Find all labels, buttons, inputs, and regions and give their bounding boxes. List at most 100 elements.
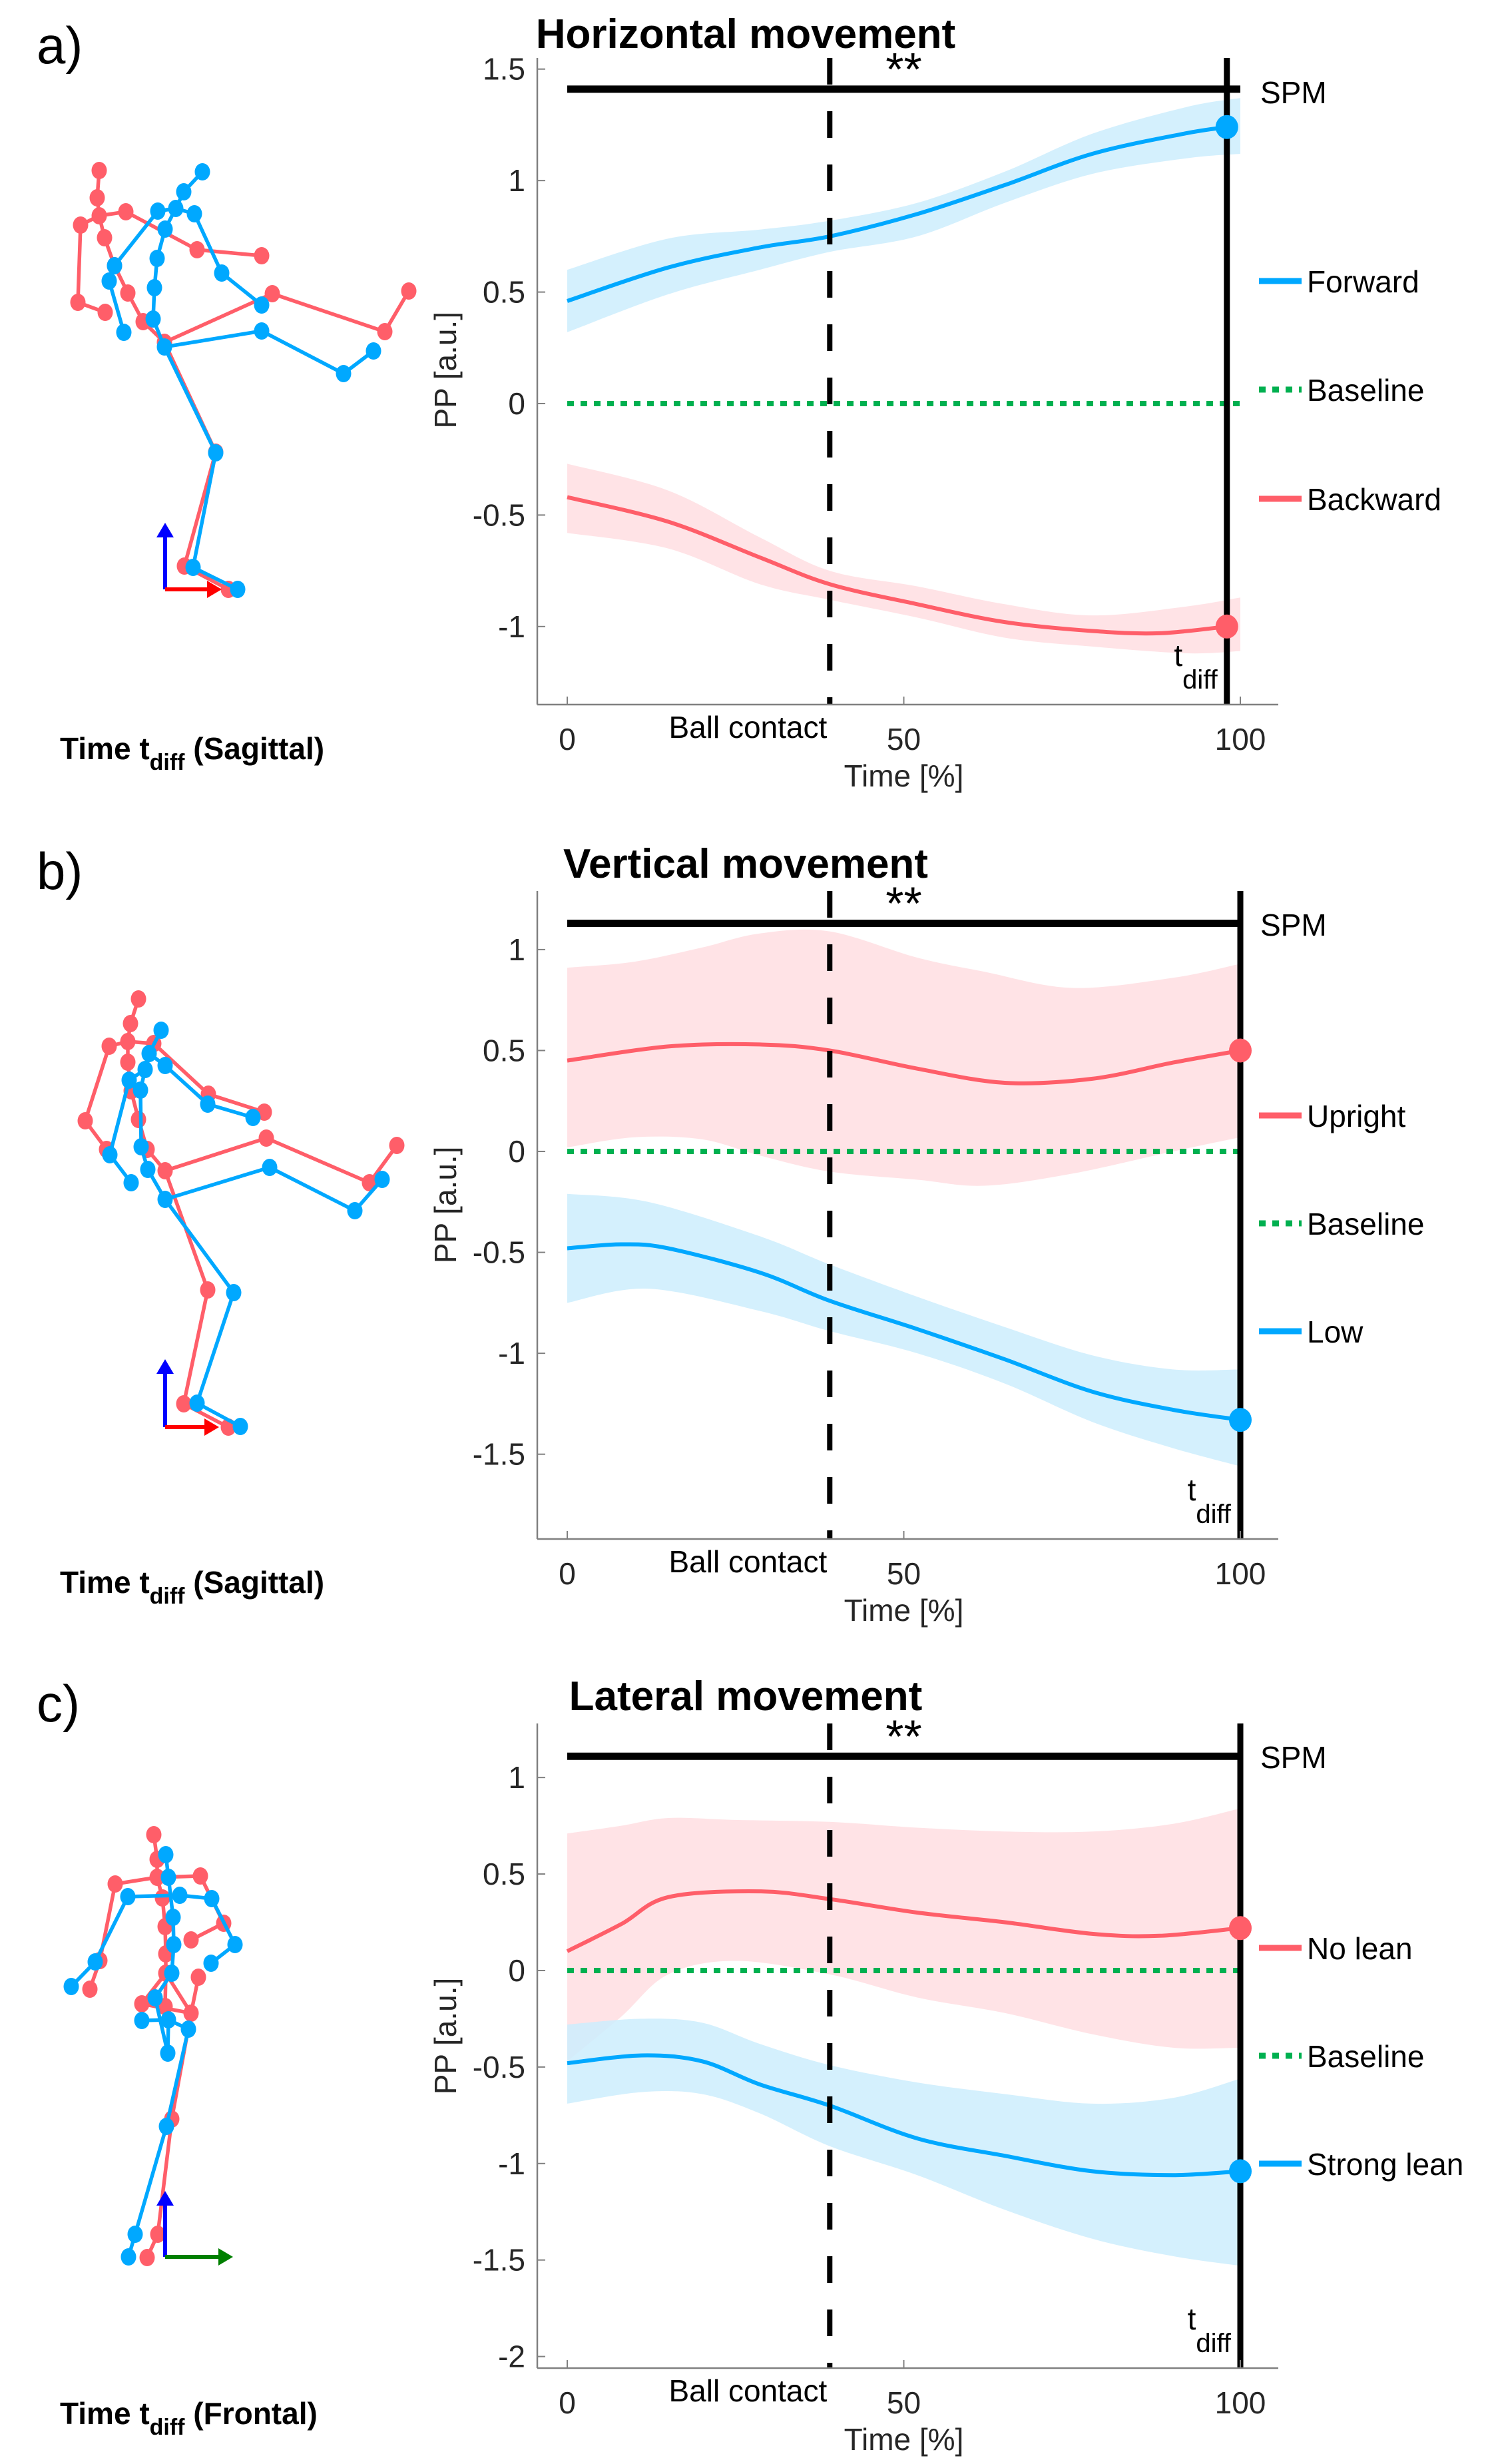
axis-arrow-up-head [156,523,174,537]
tdiff-label-sub: diff [1196,2329,1232,2358]
skeleton-joint [203,1955,219,1972]
legend-label: No lean [1307,1931,1413,1966]
skeleton-bone [126,2028,190,2258]
skeleton-joint [157,220,173,238]
band-low [567,1193,1240,1466]
skeleton-joint [166,1936,182,1953]
skeleton-bone [162,346,239,591]
axis-arrow-right-head [207,581,222,598]
y-tick-label: 0 [508,386,525,421]
tdiff-label-sub: diff [1182,665,1218,695]
skeleton-joint [147,1989,163,2006]
skeleton-joint [127,2226,143,2243]
skeleton-joint [149,1869,165,1886]
skeleton-bone [164,1165,384,1213]
skeleton-bone [164,329,375,376]
axis-arrow-up-head [156,1359,174,1374]
tdiff-marker-upright [1229,1038,1252,1063]
y-axis-label: PP [a.u.] [428,1147,463,1264]
skeleton-joint [77,1112,93,1129]
panel-title: Lateral movement [569,1674,923,1719]
skeleton-joint [156,338,172,356]
skeleton-joint [189,241,205,258]
legend-item: Baseline [1259,1207,1424,1241]
legend-label: Baseline [1307,373,1424,408]
skeleton-joint [91,207,107,224]
skeleton-joint [254,322,270,340]
skeleton-joint [183,2004,199,2022]
caption-subscript: diff [150,1584,186,1609]
x-tick-label: 50 [887,1556,921,1591]
skeleton-joint [204,1890,220,1907]
skeleton-bone [70,1895,130,1988]
skeleton-joint [157,1057,173,1074]
skeleton-red [70,162,417,598]
skeleton-bone [88,1883,117,1990]
panel-letter: b) [37,842,83,900]
skeleton-bone [163,1198,242,1428]
legend-item: Forward [1259,264,1419,299]
legend-label: Forward [1307,264,1419,299]
panel-title: Horizontal movement [536,11,955,57]
spm-label: SPM [1260,908,1327,942]
skeleton-joint [366,342,381,360]
skeleton-joint [160,2044,176,2062]
y-tick-label: 1 [508,163,525,198]
skeleton-joint [227,1936,243,1953]
tdiff-marker-low [1229,1408,1252,1432]
skeleton-joint [377,323,393,340]
legend-label: Baseline [1307,1207,1424,1241]
skeleton-joint [121,1072,137,1089]
series-line-strong-lean [567,2053,1241,2178]
legend: Upright Baseline Low [1259,1099,1424,1349]
skeleton-bone [164,1854,175,1918]
skeleton-figure [77,990,405,1436]
skeleton-joint [102,1146,118,1163]
tdiff-label-main: t [1174,638,1182,673]
skeleton-joint [226,1284,242,1301]
skeleton-joint [153,1022,169,1039]
ball-contact-label: Ball contact [668,2373,827,2408]
band-backward [567,463,1240,654]
skeleton-joint [254,247,270,264]
skeleton-bone [76,214,106,314]
caption-subscript: diff [150,2415,186,2440]
y-tick-label: 0.5 [483,275,525,310]
skeleton-joint [158,2118,174,2135]
skeleton-joint [101,272,117,290]
significance-marker: ** [885,43,921,95]
x-axis-label: Time [%] [844,759,964,793]
y-tick-label: 0 [508,1134,525,1169]
skeleton-bone [127,1040,265,1114]
x-tick-label: 0 [559,1556,576,1591]
skeleton-joint [141,1045,157,1062]
series-line-low [567,1242,1241,1422]
legend-item: Baseline [1259,373,1424,408]
skeleton-joint [134,2012,150,2029]
band-forward [567,98,1240,332]
skeleton-joint [180,2020,196,2038]
skeleton-joint [186,205,202,222]
skeleton-joint [172,1887,188,1904]
skeleton-bone [148,1052,254,1119]
skeleton-joint [82,1981,98,1998]
skeleton-joint [107,257,123,274]
skeleton-joint [258,1129,274,1147]
panel-letter: c) [37,1674,80,1733]
caption-main: Time t [60,1565,150,1600]
tdiff-marker-forward [1215,115,1238,139]
tdiff-label-main: t [1188,1472,1196,1507]
axis-arrow-right-head [218,2248,233,2266]
series-line-no-lean [566,1889,1241,1953]
legend-item: Low [1259,1315,1364,1349]
tdiff-marker-backward [1215,614,1238,639]
caption-subscript: diff [150,750,186,775]
skeleton-joint [160,1869,176,1886]
panel-letter: a) [37,16,83,75]
legend: No lean Baseline Strong lean [1259,1931,1463,2182]
skeleton-bone [175,206,263,307]
skeleton-joint [101,1038,117,1055]
